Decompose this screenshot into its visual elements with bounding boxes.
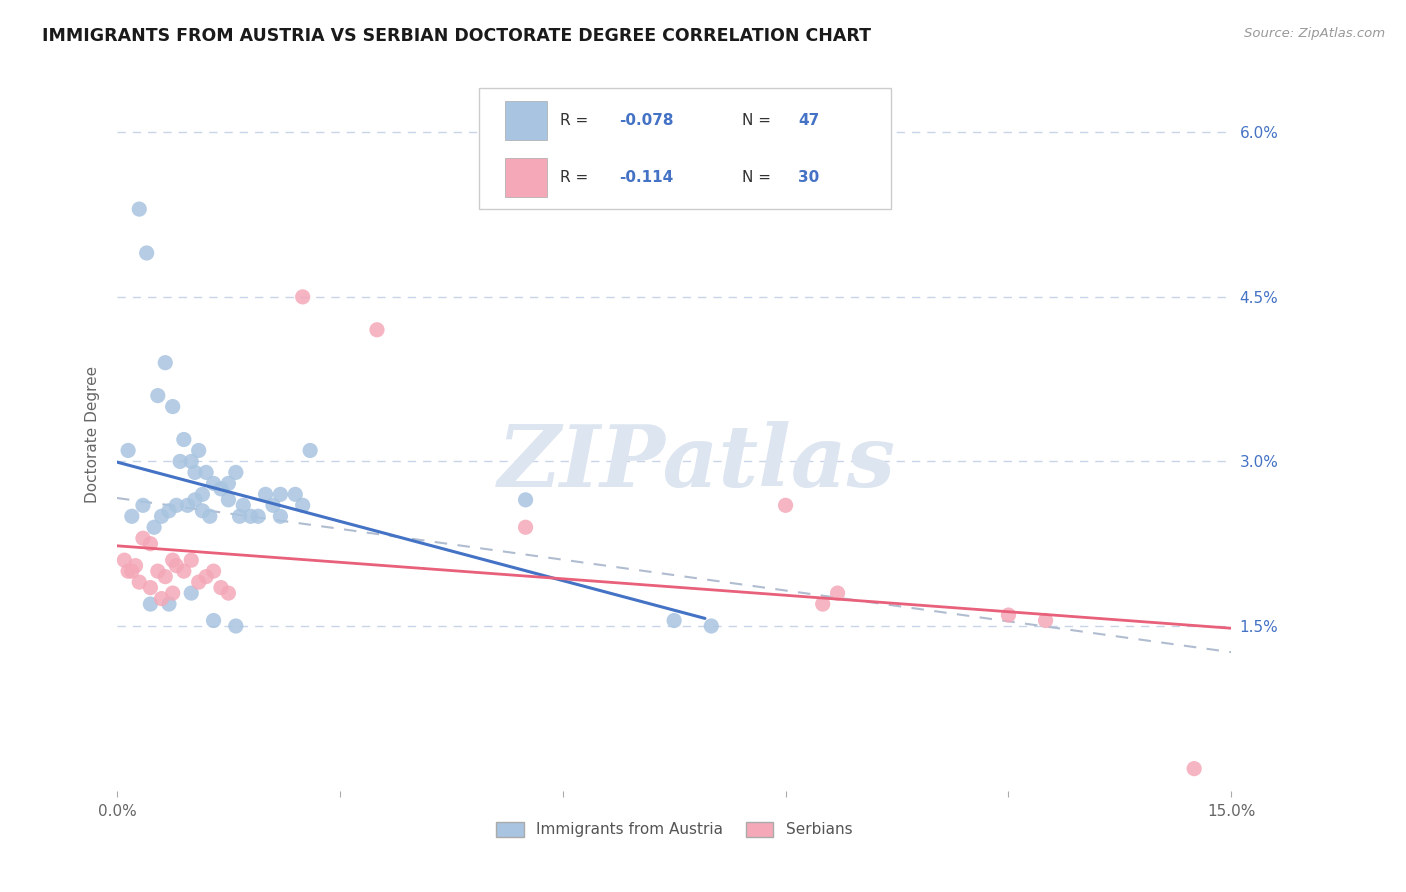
Text: 47: 47 [797,112,820,128]
Text: R =: R = [561,169,593,185]
Point [184,492,207,507]
Point [184,466,207,480]
Point [146,389,169,403]
Point [155,569,177,583]
Point [1182,762,1205,776]
Point [225,466,247,480]
Point [775,499,797,513]
Point [217,476,239,491]
Text: N =: N = [742,169,776,185]
Point [173,564,195,578]
Point [291,290,314,304]
Point [191,504,214,518]
Text: IMMIGRANTS FROM AUSTRIA VS SERBIAN DOCTORATE DEGREE CORRELATION CHART: IMMIGRANTS FROM AUSTRIA VS SERBIAN DOCTO… [42,27,872,45]
Point [128,575,150,590]
Point [700,619,723,633]
Point [157,597,180,611]
Point [150,591,173,606]
Point [157,504,180,518]
Text: ZIPatlas: ZIPatlas [498,421,896,504]
Point [217,586,239,600]
Point [191,487,214,501]
Point [284,487,307,501]
Point [162,400,184,414]
FancyBboxPatch shape [505,101,547,140]
Point [187,443,209,458]
FancyBboxPatch shape [479,88,891,210]
Point [662,614,685,628]
Point [269,509,291,524]
Y-axis label: Doctorate Degree: Doctorate Degree [86,366,100,502]
Point [198,509,221,524]
Point [1035,614,1057,628]
Point [202,564,225,578]
Point [180,553,202,567]
Point [139,581,162,595]
Point [202,614,225,628]
Point [299,443,322,458]
Point [132,531,155,545]
Point [162,586,184,600]
Point [150,509,173,524]
Point [269,487,291,501]
Point [132,499,155,513]
Text: Source: ZipAtlas.com: Source: ZipAtlas.com [1244,27,1385,40]
Point [117,443,139,458]
Point [135,246,157,260]
FancyBboxPatch shape [505,158,547,197]
Point [366,323,388,337]
Point [247,509,270,524]
Point [254,487,277,501]
Point [811,597,834,611]
Point [187,575,209,590]
Point [997,608,1019,623]
Point [121,564,143,578]
Point [515,520,537,534]
Point [146,564,169,578]
Point [143,520,166,534]
Point [228,509,250,524]
Point [217,492,239,507]
Point [202,476,225,491]
Point [162,553,184,567]
Point [128,202,150,216]
Point [515,492,537,507]
Text: R =: R = [561,112,593,128]
Legend: Immigrants from Austria, Serbians: Immigrants from Austria, Serbians [491,816,858,844]
Text: -0.078: -0.078 [620,112,673,128]
Point [827,586,849,600]
Text: -0.114: -0.114 [620,169,673,185]
Point [124,558,146,573]
Point [209,482,232,496]
Point [173,433,195,447]
Point [139,537,162,551]
Point [225,619,247,633]
Point [165,499,187,513]
Text: 30: 30 [797,169,820,185]
Point [169,454,191,468]
Point [291,499,314,513]
Point [239,509,262,524]
Point [117,564,139,578]
Point [121,509,143,524]
Point [112,553,135,567]
Point [176,499,198,513]
Point [209,581,232,595]
Point [262,499,284,513]
Point [195,569,218,583]
Point [195,466,218,480]
Point [180,454,202,468]
Point [155,356,177,370]
Point [165,558,187,573]
Point [180,586,202,600]
Point [232,499,254,513]
Text: N =: N = [742,112,776,128]
Point [139,597,162,611]
